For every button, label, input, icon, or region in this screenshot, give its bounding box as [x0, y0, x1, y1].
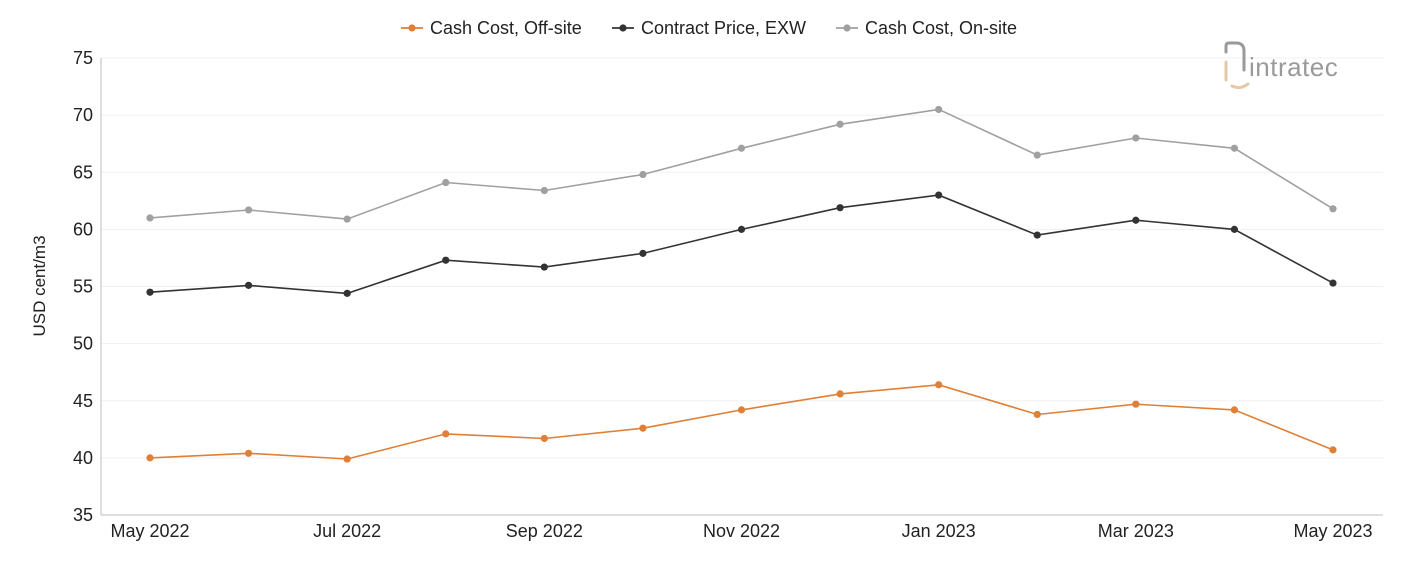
intratec-logo: intratec	[1224, 41, 1338, 90]
x-tick-label: Mar 2023	[1098, 521, 1174, 541]
legend-marker	[843, 24, 851, 32]
data-point	[146, 454, 154, 462]
data-point	[442, 256, 450, 264]
series-0	[146, 381, 1337, 463]
axes	[100, 58, 1383, 516]
data-point	[244, 449, 253, 457]
series-group	[146, 105, 1337, 463]
y-tick-labels: 35 40 45 50 55 60 65 70 75	[73, 48, 93, 525]
data-point	[146, 214, 154, 222]
data-point	[442, 178, 450, 187]
y-tick-label: 55	[73, 277, 93, 297]
x-tick-label: Sep 2022	[506, 521, 583, 541]
legend-label: Cash Cost, On-site	[865, 18, 1017, 38]
data-point	[343, 289, 351, 297]
data-point	[836, 120, 844, 128]
data-point	[1132, 216, 1140, 224]
x-tick-label: Jan 2023	[902, 521, 976, 541]
y-tick-label: 70	[73, 105, 93, 125]
y-tick-label: 45	[73, 391, 93, 411]
x-tick-label: May 2023	[1293, 521, 1372, 541]
data-point	[244, 206, 253, 214]
data-point	[737, 225, 746, 233]
data-point	[737, 406, 746, 414]
data-point	[442, 430, 450, 438]
legend-label: Cash Cost, Off-site	[430, 18, 582, 38]
y-tick-label: 65	[73, 162, 93, 182]
data-point	[639, 170, 647, 179]
data-point	[935, 381, 943, 389]
data-point	[935, 191, 943, 199]
legend-item: Cash Cost, Off-site	[401, 18, 582, 38]
y-tick-label: 35	[73, 505, 93, 525]
y-tick-label: 75	[73, 48, 93, 68]
data-point	[639, 424, 647, 432]
y-tick-label: 50	[73, 334, 93, 354]
data-point	[737, 144, 746, 152]
x-tick-label: May 2022	[110, 521, 189, 541]
logo-text: intratec	[1249, 52, 1338, 82]
data-point	[343, 455, 351, 463]
legend: Cash Cost, Off-site Contract Price, EXW Ca…	[401, 18, 1017, 38]
data-point	[935, 105, 943, 114]
data-point	[540, 434, 548, 443]
grid-lines	[101, 57, 1383, 459]
data-point	[1132, 400, 1140, 408]
y-tick-label: 40	[73, 448, 93, 468]
series-1	[146, 191, 1337, 297]
legend-item: Contract Price, EXW	[612, 18, 806, 38]
data-point	[244, 281, 253, 289]
data-point	[1033, 410, 1041, 419]
intratec-logo-icon	[1224, 41, 1250, 90]
x-tick-label: Jul 2022	[313, 521, 381, 541]
data-point	[639, 249, 647, 257]
data-point	[343, 215, 351, 223]
legend-marker	[619, 24, 627, 32]
data-point	[540, 186, 548, 195]
data-point	[836, 390, 844, 398]
data-point	[1230, 406, 1239, 414]
data-point	[540, 263, 548, 271]
data-point	[1230, 225, 1239, 233]
y-tick-label: 60	[73, 219, 93, 239]
data-point	[1132, 134, 1140, 142]
data-point	[836, 204, 844, 212]
data-point	[1230, 144, 1239, 152]
data-point	[1329, 279, 1337, 287]
x-tick-labels: May 2022 Jul 2022 Sep 2022 Nov 2022 Jan 2023…	[110, 521, 1372, 541]
legend-marker	[408, 24, 416, 32]
data-point	[146, 288, 154, 296]
legend-item: Cash Cost, On-site	[836, 18, 1017, 38]
series-line	[149, 108, 1334, 220]
data-point	[1329, 446, 1337, 454]
legend-label: Contract Price, EXW	[641, 18, 806, 38]
series-2	[146, 105, 1337, 223]
data-point	[1033, 151, 1041, 159]
series-line	[149, 383, 1334, 460]
data-point	[1033, 231, 1041, 239]
data-point	[1329, 205, 1337, 213]
y-axis-label: USD cent/m3	[30, 235, 49, 336]
series-line	[149, 194, 1334, 295]
x-tick-label: Nov 2022	[703, 521, 780, 541]
